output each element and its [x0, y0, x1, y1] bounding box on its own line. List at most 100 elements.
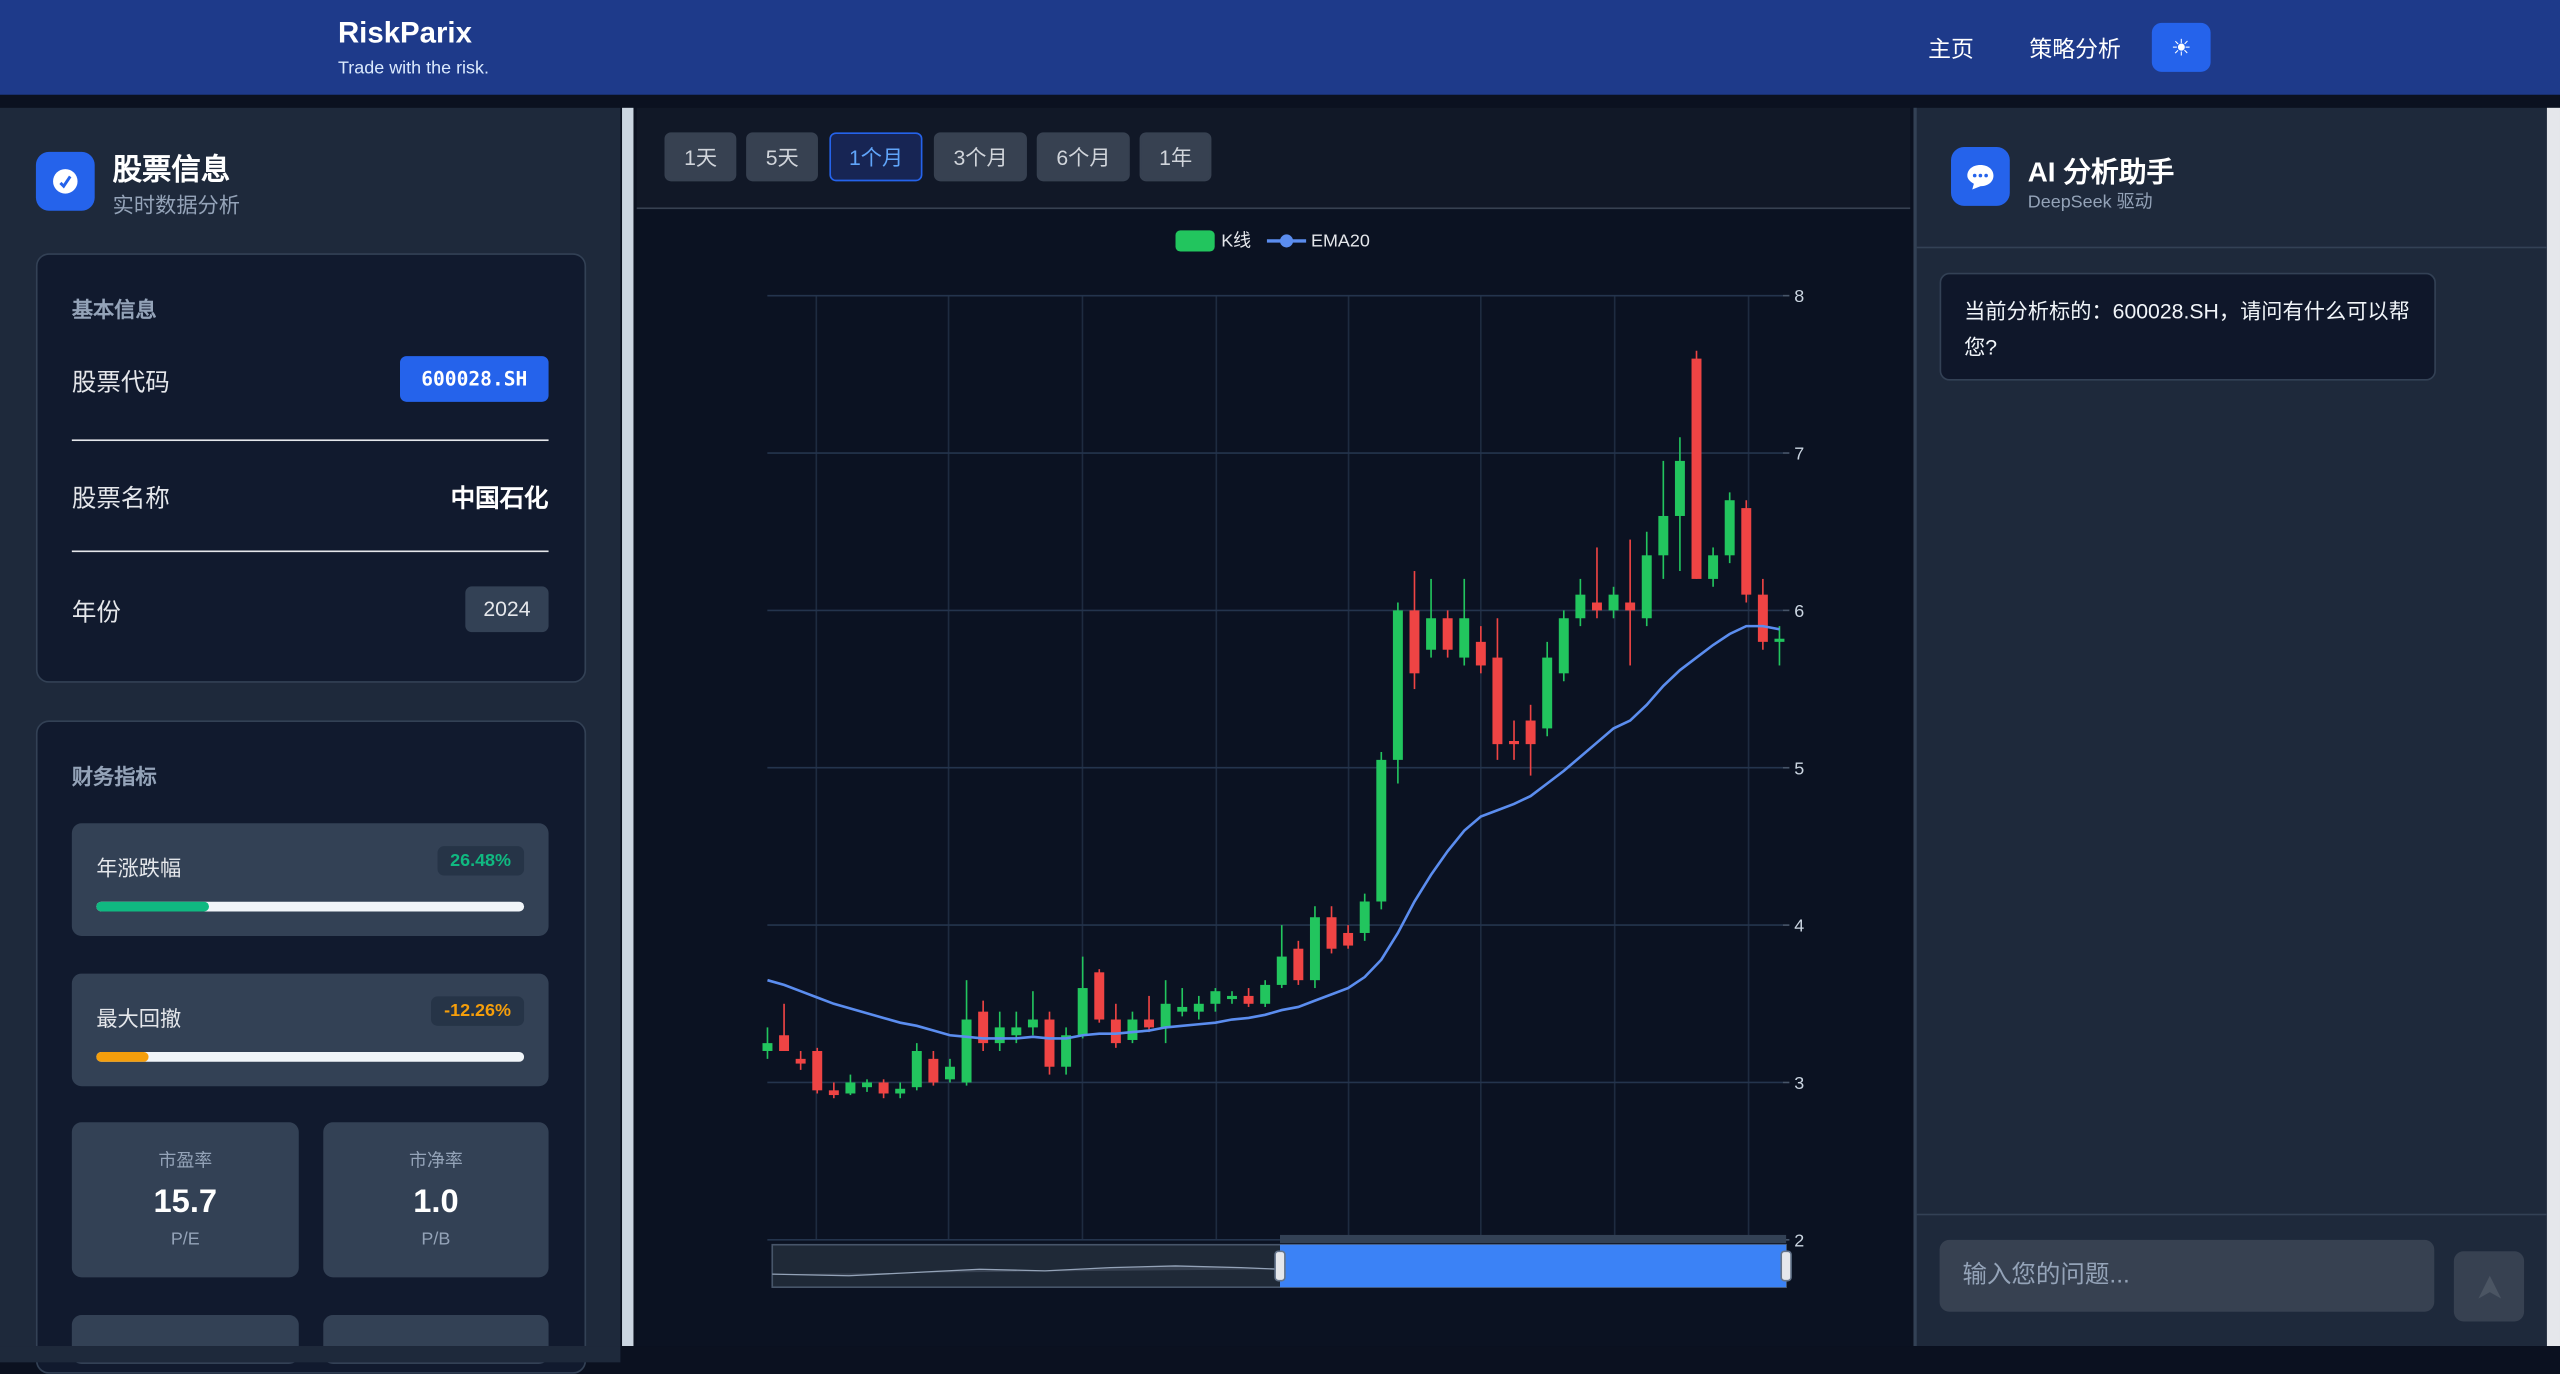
range-button[interactable]: 6个月: [1036, 132, 1131, 182]
y-tick-label: 4: [1794, 916, 1804, 936]
candle-body: [1724, 500, 1735, 556]
metric-unit: P/E: [170, 1230, 200, 1250]
candle-body: [1260, 984, 1271, 1004]
section-heading: 财务指标: [71, 764, 157, 789]
progress-track: [96, 1051, 525, 1062]
metric-bar-card: 年涨跌幅 26.48%: [71, 823, 549, 936]
candle-body: [978, 1011, 989, 1044]
year-badge: 2024: [465, 586, 549, 633]
candle-body: [1741, 508, 1752, 595]
chat-input[interactable]: 输入您的问题...: [1939, 1239, 2435, 1312]
zoom-handle[interactable]: [1780, 1250, 1792, 1282]
candle-body: [994, 1027, 1005, 1044]
send-button[interactable]: [2453, 1251, 2525, 1322]
metric-label: 市净率: [408, 1151, 463, 1172]
chart-panel: [636, 107, 1911, 1347]
metric-bar-card: 最大回撤 -12.26%: [71, 973, 549, 1087]
progress-track: [96, 901, 525, 912]
candle-body: [1343, 932, 1354, 946]
panel-subtitle: 实时数据分析: [112, 192, 241, 218]
legend-swatch: [1175, 230, 1215, 252]
candle-body: [1459, 618, 1470, 658]
candle-body: [1376, 759, 1387, 902]
panel-title: 股票信息: [112, 153, 231, 187]
candle-body: [1674, 460, 1685, 516]
range-button[interactable]: 5天: [746, 132, 819, 182]
candle-body: [1044, 1019, 1055, 1067]
candle-body: [1492, 657, 1503, 745]
code-badge: 600028.SH: [399, 356, 549, 402]
header: [0, 0, 2560, 95]
candle-body: [1774, 638, 1785, 642]
metric-value: 15.7: [153, 1184, 218, 1221]
zoom-window[interactable]: [1279, 1244, 1787, 1288]
brand[interactable]: RiskParix: [337, 16, 472, 50]
candle-body: [1608, 594, 1619, 611]
candle-body: [1591, 602, 1602, 611]
y-tick-label: 5: [1794, 758, 1804, 778]
candle-body: [1193, 1003, 1204, 1012]
range-button[interactable]: 3个月: [933, 132, 1028, 182]
candle-body: [762, 1043, 773, 1051]
candle-body: [1210, 991, 1221, 1004]
candle-body: [1757, 594, 1768, 642]
scrollbar[interactable]: [622, 107, 634, 1347]
metric-card: 市盈率 15.7 P/E: [71, 1122, 299, 1278]
candle-body: [828, 1090, 839, 1096]
candle-body: [1575, 594, 1586, 619]
chat-message: 当前分析标的：600028.SH，请问有什么可以帮您?: [1939, 272, 2436, 381]
zoom-handle[interactable]: [1274, 1250, 1286, 1282]
candle-body: [1392, 610, 1403, 760]
assistant-title: AI 分析助手: [2027, 156, 2175, 188]
candle-body: [928, 1058, 939, 1083]
legend-label: K线: [1221, 231, 1251, 251]
candle-body: [1525, 720, 1536, 745]
nav-link[interactable]: 策略分析: [2029, 35, 2121, 63]
metric-unit: P/B: [421, 1230, 451, 1250]
range-toolbar: 1天 5天 1个月 3个月 6个月 1年: [636, 107, 1911, 210]
assistant-subtitle: DeepSeek 驱动: [2027, 192, 2153, 213]
candle-body: [1177, 1006, 1188, 1012]
nav-link[interactable]: 主页: [1928, 35, 1974, 63]
assistant-icon: [1951, 147, 2010, 206]
row-label: 年份: [71, 599, 121, 628]
candle-body: [1293, 948, 1304, 981]
candle-body: [1509, 740, 1519, 745]
theme-toggle[interactable]: ☀: [2151, 22, 2211, 72]
range-button[interactable]: 1个月: [829, 132, 923, 182]
candle-body: [1708, 555, 1719, 579]
candle-body: [1658, 515, 1669, 556]
panel-icon: [35, 151, 95, 211]
icon-glyph: [53, 169, 78, 194]
section-heading: 基本信息: [71, 297, 157, 322]
candle-body: [1426, 618, 1437, 650]
candle-body: [1243, 995, 1254, 1004]
range-button[interactable]: 1年: [1139, 132, 1212, 182]
bar-label: 最大回撤: [96, 1006, 182, 1031]
row-value: 中国石化: [450, 485, 549, 513]
y-tick-label: 8: [1794, 286, 1804, 306]
bar-badge: -12.26%: [431, 996, 525, 1026]
scrollbar[interactable]: [2546, 107, 2560, 1347]
tagline: Trade with the risk.: [337, 58, 490, 79]
candle-body: [795, 1058, 806, 1064]
zoom-bar[interactable]: [1279, 1234, 1787, 1244]
metric-value: 1.0: [413, 1184, 459, 1221]
candle-body: [1442, 618, 1453, 650]
range-button[interactable]: 1天: [664, 132, 737, 182]
candle-body: [1227, 995, 1237, 1000]
candle-body: [862, 1082, 872, 1088]
candle-body: [1276, 956, 1287, 985]
candle-body: [944, 1066, 955, 1080]
metric-label: 市盈率: [158, 1151, 213, 1172]
candle-body: [1011, 1027, 1022, 1036]
send-icon: [2477, 1274, 2501, 1298]
candle-body: [1691, 358, 1702, 579]
candle-body: [1409, 610, 1420, 674]
candle-body: [1641, 555, 1652, 619]
candle-body: [1326, 917, 1337, 949]
candle-body: [1094, 972, 1105, 1020]
metric-card: 市净率 1.0 P/B: [323, 1122, 549, 1278]
icon-glyph: [1967, 164, 1994, 190]
